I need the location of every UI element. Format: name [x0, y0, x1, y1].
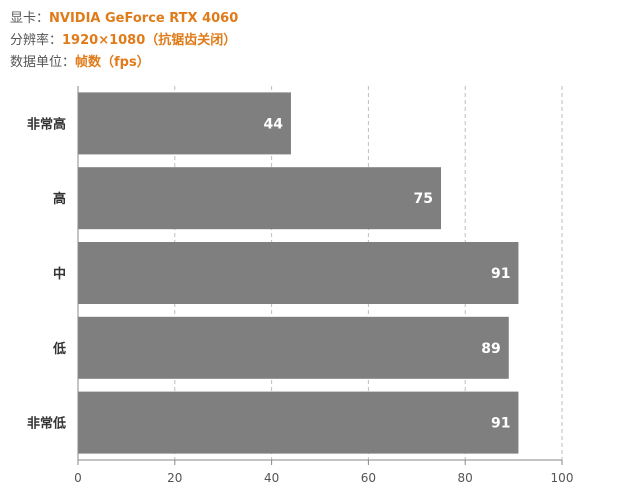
unit-row: 数据单位：帧数（fps）: [10, 52, 238, 74]
x-tick-label-100: 100: [551, 471, 574, 485]
unit-value: 帧数（fps）: [75, 55, 150, 70]
category-label-4: 非常低: [27, 416, 66, 432]
resolution-label: 分辨率：: [10, 33, 63, 48]
x-tick-label-20: 20: [167, 471, 182, 485]
gpu-label: 显卡：: [10, 11, 50, 26]
x-tick-label-40: 40: [264, 471, 279, 485]
bar-value-label-3: 89: [481, 341, 500, 357]
gpu-row: 显卡：NVIDIA GeForce RTX 4060: [10, 8, 238, 30]
x-tick-label-0: 0: [74, 471, 82, 485]
bar-value-label-1: 75: [414, 191, 433, 207]
resolution-row: 分辨率：1920×1080（抗锯齿关闭）: [10, 30, 238, 52]
x-tick-label-80: 80: [458, 471, 473, 485]
bar-value-label-4: 91: [491, 416, 510, 432]
chart-info: 显卡：NVIDIA GeForce RTX 4060 分辨率：1920×1080…: [10, 8, 238, 74]
category-label-2: 中: [53, 266, 66, 282]
unit-label: 数据单位：: [10, 55, 76, 70]
resolution-value: 1920×1080（抗锯齿关闭）: [62, 33, 237, 48]
bar-0: [78, 92, 291, 155]
category-label-3: 低: [52, 341, 66, 357]
bar-value-label-2: 91: [491, 266, 510, 282]
bar-4: [78, 391, 519, 454]
bar-2: [78, 242, 519, 304]
gpu-value: NVIDIA GeForce RTX 4060: [49, 11, 239, 26]
category-label-1: 高: [53, 191, 66, 207]
bar-3: [78, 316, 509, 379]
category-label-0: 非常高: [27, 116, 66, 132]
bar-value-label-0: 44: [263, 116, 283, 132]
bar-1: [78, 167, 441, 230]
x-tick-label-60: 60: [361, 471, 376, 485]
